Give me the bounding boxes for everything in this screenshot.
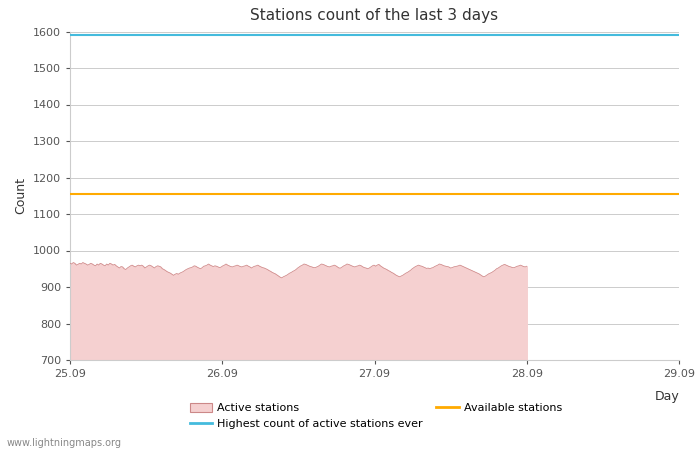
Text: www.lightningmaps.org: www.lightningmaps.org: [7, 437, 122, 447]
Y-axis label: Count: Count: [14, 177, 27, 214]
Legend: Active stations, Highest count of active stations ever, Available stations: Active stations, Highest count of active…: [186, 398, 567, 434]
Title: Stations count of the last 3 days: Stations count of the last 3 days: [251, 9, 498, 23]
Text: Day: Day: [654, 390, 679, 403]
